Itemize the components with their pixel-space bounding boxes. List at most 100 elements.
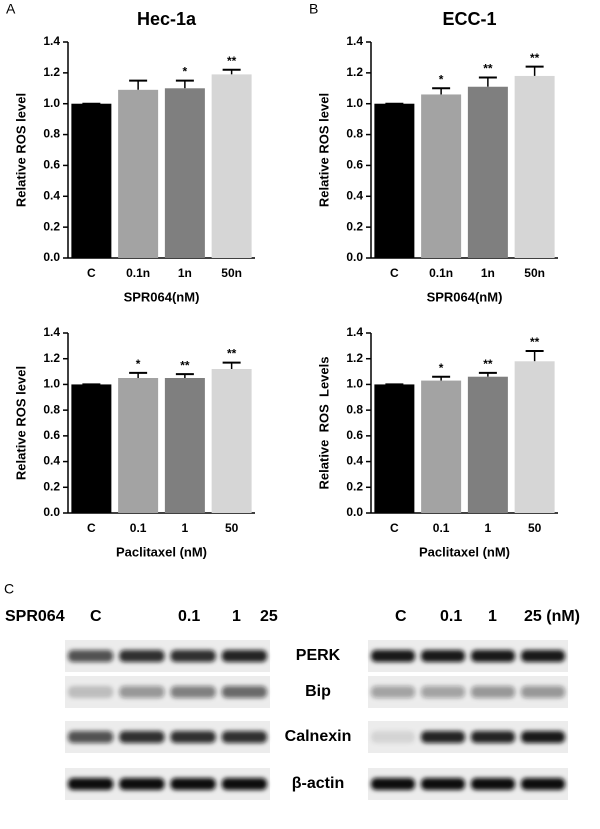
blot-band (471, 686, 515, 698)
blot-band (221, 650, 267, 662)
blot-band (68, 686, 114, 698)
x-tick-label: 1n (481, 266, 495, 280)
bar (467, 376, 508, 513)
y-tick-label: 1.0 (346, 96, 363, 110)
x-axis-title: SPR064(nM) (427, 289, 503, 304)
x-tick-label: 0.1n (126, 266, 150, 280)
x-axis-title: Paclitaxel (nM) (116, 544, 207, 559)
y-tick-label: 0.0 (43, 505, 60, 519)
significance-mark: ** (227, 54, 237, 68)
blot-band (521, 778, 565, 790)
blot-band (371, 650, 415, 662)
y-tick-label: 0.4 (346, 188, 363, 202)
protein-label: PERK (296, 647, 341, 664)
y-tick-label: 0.4 (346, 454, 363, 468)
y-tick-label: 0.2 (43, 219, 60, 233)
chart-title: Hec-1a (137, 9, 197, 29)
significance-mark: ** (530, 51, 540, 65)
significance-mark: ** (483, 357, 493, 371)
blot-band (421, 686, 465, 698)
blot-band (221, 731, 267, 743)
significance-mark: * (439, 361, 444, 375)
blot-band (221, 686, 267, 698)
lane-label: C (395, 608, 407, 625)
x-tick-label: 0.1 (130, 521, 147, 535)
y-axis-title: Relative ROS level (316, 93, 331, 207)
blot-band (68, 731, 114, 743)
blot-band (119, 650, 165, 662)
significance-mark: * (439, 72, 444, 86)
bar (71, 384, 112, 513)
y-tick-label: 0.6 (43, 158, 60, 172)
x-tick-label: 1 (485, 521, 492, 535)
x-tick-label: 50 (528, 521, 542, 535)
y-tick-label: 1.4 (43, 34, 60, 48)
x-tick-label: 0.1 (433, 521, 450, 535)
panel-label: A (6, 1, 16, 17)
x-tick-label: 1 (182, 521, 189, 535)
y-tick-label: 1.4 (346, 34, 363, 48)
panel-label: B (309, 1, 318, 17)
lane-label: 1 (232, 608, 241, 625)
blot-band (471, 650, 515, 662)
blot-band (170, 650, 216, 662)
bar (164, 88, 205, 259)
x-tick-label: C (87, 521, 96, 535)
blot-band (521, 650, 565, 662)
x-axis-title: SPR064(nM) (124, 289, 200, 304)
bar (374, 103, 415, 258)
bar (374, 384, 415, 513)
blot-band (119, 778, 165, 790)
lane-label: 0.1 (440, 608, 462, 625)
bar (421, 380, 462, 513)
lane-label: C (90, 608, 102, 625)
blot-band (421, 650, 465, 662)
lane-label: 25 (260, 608, 278, 625)
blot-band (521, 686, 565, 698)
lane-label: 25 (nM) (524, 608, 580, 625)
y-tick-label: 0.8 (346, 402, 363, 416)
bar (211, 74, 252, 259)
bar (211, 369, 252, 513)
bar (514, 75, 555, 258)
y-tick-label: 0.8 (43, 127, 60, 141)
blot-band (119, 686, 165, 698)
blot-band (170, 731, 216, 743)
chart-title: ECC-1 (442, 9, 496, 29)
bar (164, 378, 205, 513)
lane-label: 0.1 (178, 608, 200, 625)
significance-mark: * (183, 65, 188, 79)
x-tick-label: 50n (524, 266, 545, 280)
bar (118, 378, 159, 513)
x-axis-title: Paclitaxel (nM) (419, 544, 510, 559)
protein-label: β-actin (292, 775, 344, 792)
bar (71, 103, 112, 258)
y-axis-title: Relative ROS Levels (316, 357, 331, 490)
blot-band (421, 778, 465, 790)
blot-band (371, 731, 415, 743)
y-tick-label: 1.0 (43, 377, 60, 391)
y-tick-label: 1.4 (43, 325, 60, 339)
y-tick-label: 1.4 (346, 325, 363, 339)
y-tick-label: 0.6 (346, 158, 363, 172)
y-tick-label: 0.0 (346, 505, 363, 519)
blot-band (68, 778, 114, 790)
x-tick-label: C (390, 266, 399, 280)
x-tick-label: C (87, 266, 96, 280)
y-tick-label: 1.2 (43, 351, 60, 365)
blot-band (371, 778, 415, 790)
lane-label: SPR064 (5, 608, 65, 625)
y-axis-title: Relative ROS level (13, 93, 28, 207)
y-tick-label: 0.0 (43, 250, 60, 264)
significance-mark: ** (530, 335, 540, 349)
bar (514, 361, 555, 513)
bar (467, 86, 508, 258)
y-tick-label: 1.0 (346, 377, 363, 391)
protein-label: Calnexin (285, 728, 352, 745)
y-tick-label: 0.6 (346, 428, 363, 442)
blot-band (119, 731, 165, 743)
x-tick-label: 50 (225, 521, 239, 535)
blot-band (68, 650, 114, 662)
blot-band (371, 686, 415, 698)
